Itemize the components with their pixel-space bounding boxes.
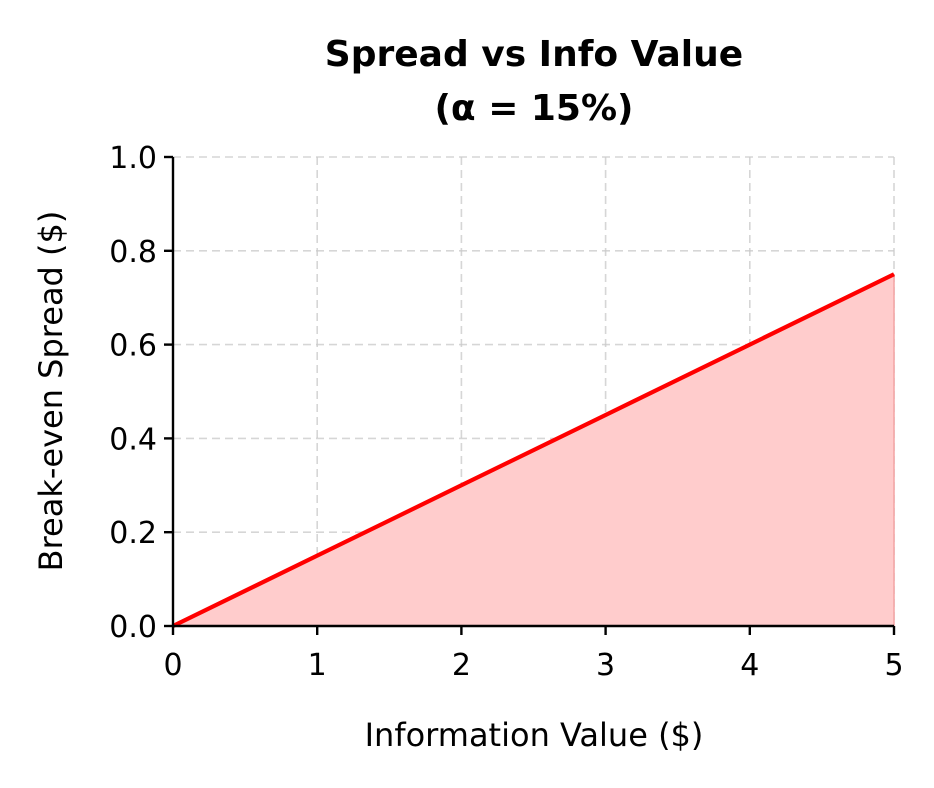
x-tick-label: 0 [163, 648, 182, 683]
tick-layer: 0 1 2 3 4 5 0.0 0.2 0.4 0.6 0.8 1.0 [109, 141, 903, 683]
x-tick-label: 1 [308, 648, 327, 683]
y-axis-label: Break-even Spread ($) [32, 211, 70, 572]
x-tick-label: 5 [884, 648, 903, 683]
x-axis-label: Information Value ($) [365, 716, 704, 754]
series-line [172, 272, 895, 628]
x-tick-label: 4 [740, 648, 759, 683]
y-tick-label: 0.8 [109, 235, 157, 270]
chart-subtitle: (α = 15%) [434, 88, 633, 129]
y-tick-label: 0.2 [109, 516, 157, 551]
y-tick-label: 0.0 [109, 610, 157, 645]
y-tick-label: 0.4 [109, 422, 157, 457]
x-tick-label: 2 [452, 648, 471, 683]
series-line-layer [172, 272, 895, 628]
y-tick-label: 0.6 [109, 329, 157, 364]
axes [171, 157, 894, 628]
x-tick-label: 3 [596, 648, 615, 683]
y-tick-label: 1.0 [109, 141, 157, 176]
chart-title: Spread vs Info Value [325, 34, 743, 75]
